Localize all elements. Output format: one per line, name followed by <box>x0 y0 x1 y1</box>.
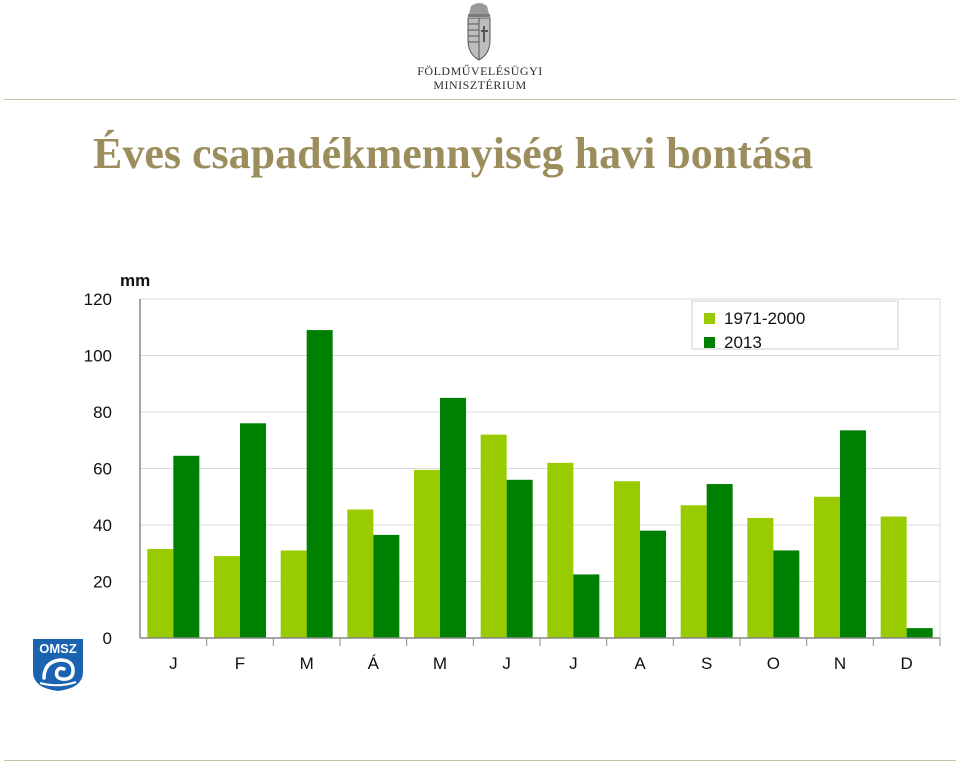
bar-1971-2000-8 <box>680 505 707 638</box>
x-tick-label: A <box>634 654 646 673</box>
bar-2013-10 <box>840 430 866 638</box>
omsz-logo-text: OMSZ <box>39 641 77 656</box>
x-tick-label: J <box>169 654 178 673</box>
bar-2013-7 <box>640 530 666 638</box>
x-tick-label: D <box>901 654 913 673</box>
header: FÖLDMŰVELÉSÜGYI MINISZTÉRIUM <box>0 0 960 100</box>
bar-2013-0 <box>173 455 200 638</box>
bar-1971-2000-11 <box>880 516 907 638</box>
x-tick-label: Á <box>368 654 380 673</box>
page-title: Éves csapadékmennyiség havi bontása <box>93 129 814 178</box>
bar-2013-2 <box>306 330 333 638</box>
bar-2013-1 <box>240 423 266 638</box>
x-tick-label: F <box>235 654 245 673</box>
x-tick-label: J <box>502 654 511 673</box>
bar-1971-2000-4 <box>414 469 440 638</box>
ministry-name-line1: FÖLDMŰVELÉSÜGYI <box>417 64 543 78</box>
bar-1971-2000-5 <box>480 434 507 638</box>
x-tick-label: M <box>433 654 447 673</box>
ministry-name-line2: MINISZTÉRIUM <box>433 78 527 92</box>
bar-2013-9 <box>773 550 800 638</box>
y-tick-label: 0 <box>103 629 112 648</box>
bar-2013-3 <box>373 534 400 638</box>
y-tick-label: 20 <box>93 573 112 592</box>
y-tick-label: 120 <box>84 290 112 309</box>
precipitation-bar-chart: 0 20 40 60 80 100 120 mm J F M Á M J J A S O N D 1971-2000 2… <box>84 271 941 673</box>
bar-2013-5 <box>506 479 533 638</box>
ministry-name: FÖLDMŰVELÉSÜGYI MINISZTÉRIUM <box>380 64 580 92</box>
bar-1971-2000-7 <box>614 481 640 638</box>
bar-2013-11 <box>906 628 933 638</box>
legend-label: 2013 <box>724 333 762 352</box>
y-axis-label: mm <box>120 271 150 290</box>
legend-swatch <box>704 313 715 324</box>
y-tick-label: 40 <box>93 516 112 535</box>
bar-2013-6 <box>573 574 600 638</box>
x-tick-label: S <box>701 654 712 673</box>
bar-1971-2000-2 <box>280 550 307 638</box>
coat-of-arms-icon <box>467 3 491 61</box>
x-tick-label: M <box>300 654 314 673</box>
y-tick-label: 60 <box>93 460 112 479</box>
legend-box <box>691 300 899 350</box>
bar-1971-2000-6 <box>547 462 574 638</box>
footer-divider <box>4 760 956 761</box>
bars <box>147 330 933 638</box>
x-tick-label: N <box>834 654 846 673</box>
bar-1971-2000-9 <box>747 517 774 638</box>
x-tick-label: J <box>569 654 578 673</box>
bar-2013-8 <box>706 484 733 638</box>
legend: 1971-2000 2013 <box>691 300 899 352</box>
bar-1971-2000-3 <box>347 509 374 638</box>
x-tick-label: O <box>767 654 780 673</box>
axes: 0 20 40 60 80 100 120 mm J F M Á M J J A S O N D <box>84 271 941 673</box>
y-tick-label: 80 <box>93 403 112 422</box>
bar-1971-2000-0 <box>147 549 174 638</box>
y-tick-label: 100 <box>84 347 112 366</box>
legend-label: 1971-2000 <box>724 309 805 328</box>
header-divider <box>4 99 956 100</box>
bar-1971-2000-1 <box>214 556 240 638</box>
omsz-logo: OMSZ <box>33 639 83 691</box>
bar-1971-2000-10 <box>814 496 840 638</box>
legend-swatch <box>704 337 715 348</box>
bar-2013-4 <box>440 397 466 638</box>
